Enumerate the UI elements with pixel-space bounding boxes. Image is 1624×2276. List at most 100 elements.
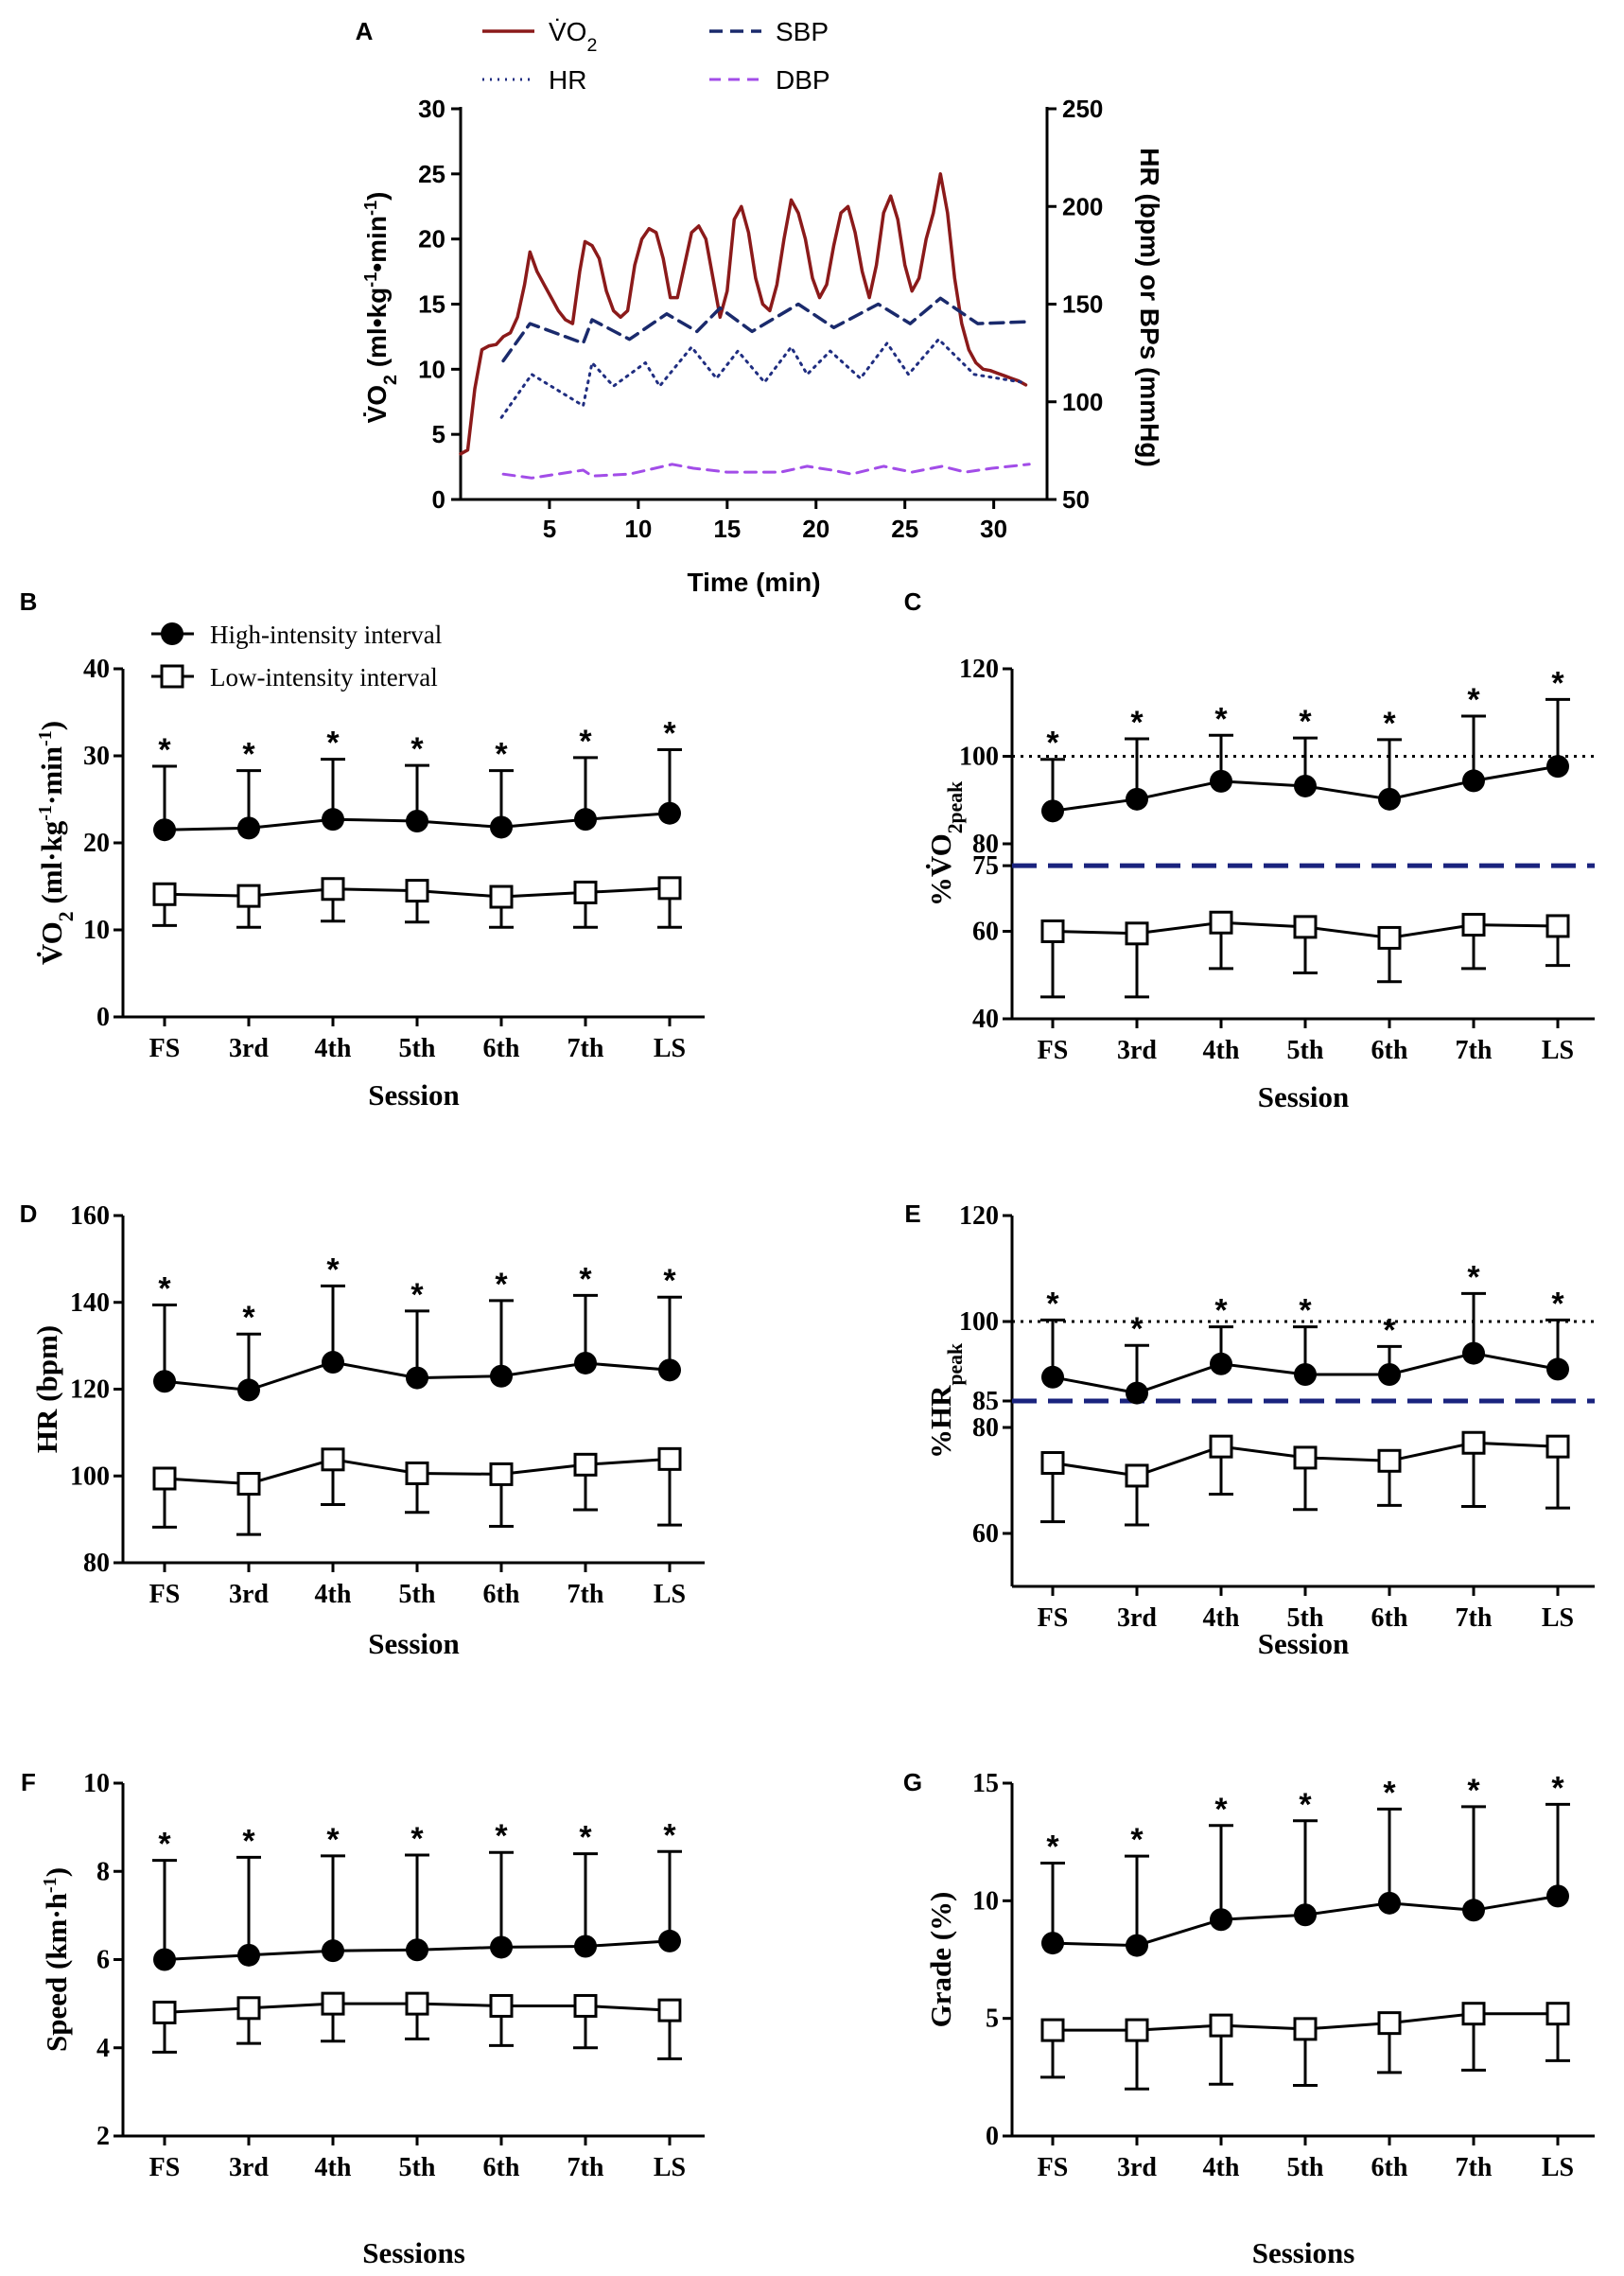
x-tick-label-d: 7th bbox=[568, 1580, 604, 1609]
legend-label: DBP bbox=[776, 65, 830, 95]
y-tick-label-g: 10 bbox=[972, 1886, 999, 1916]
low-point-g bbox=[1209, 2013, 1233, 2038]
legend-low-marker bbox=[160, 664, 184, 689]
y-tick-label: 10 bbox=[418, 355, 445, 383]
low-point-g bbox=[1125, 2018, 1149, 2042]
low-point-f bbox=[573, 1993, 598, 2018]
y-tick-label-c: 40 bbox=[972, 1005, 999, 1034]
significance-star: * bbox=[579, 1261, 592, 1297]
y-axis-label-b-part: 2 bbox=[55, 911, 78, 921]
x-tick-label-c: 4th bbox=[1203, 1036, 1240, 1065]
y-axis-label-d-part: HR (bpm) bbox=[30, 1325, 63, 1453]
y-tick-label-c: 80 bbox=[972, 830, 999, 859]
x-tick-label-d: 4th bbox=[315, 1580, 352, 1609]
significance-star: * bbox=[242, 737, 255, 773]
x-tick-label-g: FS bbox=[1038, 2153, 1069, 2182]
x-tick-label-b: LS bbox=[654, 1034, 686, 1063]
y-tick-label-d: 140 bbox=[70, 1288, 110, 1318]
y-axis-label-f-part: Speed (km·h bbox=[40, 1893, 73, 2052]
x-tick-label-g: 6th bbox=[1371, 2153, 1408, 2182]
legend-label: V̇O2 bbox=[549, 17, 597, 56]
y-tick-label-f: 6 bbox=[96, 1946, 110, 1975]
y-tick-label-f: 2 bbox=[96, 2122, 110, 2151]
legend-label-part: 2 bbox=[586, 35, 597, 56]
panel-label-c: C bbox=[904, 587, 922, 616]
x-tick-label-d: 3rd bbox=[229, 1580, 269, 1609]
low-point-g bbox=[1377, 2011, 1402, 2036]
low-point-e bbox=[1293, 1445, 1318, 1470]
x-tick-label: 5 bbox=[543, 515, 556, 543]
y-axis-label: V̇O2 (ml•kg-1•min-1) bbox=[361, 192, 401, 424]
series-DBP-line bbox=[501, 463, 1031, 480]
series-HR-line bbox=[499, 338, 1024, 419]
y-axis-label-part: 2 bbox=[380, 375, 401, 385]
y-right-tick-label: 150 bbox=[1062, 290, 1103, 319]
x-tick-label-f: 3rd bbox=[229, 2153, 269, 2182]
y-axis-label-d: HR (bpm) bbox=[30, 1325, 63, 1453]
y-tick-label-d: 100 bbox=[70, 1462, 110, 1491]
x-axis-label-b: Session bbox=[368, 1078, 459, 1112]
y-axis-label-b-part: ) bbox=[35, 721, 68, 730]
panel-label-g: G bbox=[903, 1768, 922, 1796]
x-axis-label-c: Session bbox=[1258, 1080, 1349, 1113]
x-tick-label-c: 7th bbox=[1456, 1036, 1493, 1065]
significance-star: * bbox=[1467, 1773, 1480, 1809]
significance-star: * bbox=[1046, 1830, 1059, 1865]
low-point-g bbox=[1293, 2017, 1318, 2041]
y-axis-label-part: ) bbox=[362, 192, 392, 201]
high-point-b bbox=[658, 801, 681, 825]
panel-label-b: B bbox=[20, 587, 38, 616]
y-axis-label-b-part: -1 bbox=[35, 805, 56, 821]
y-tick-label-b: 30 bbox=[83, 742, 110, 771]
x-tick-label: 25 bbox=[891, 515, 918, 543]
significance-star: * bbox=[663, 1817, 676, 1853]
y-axis-label-b-part: ·min bbox=[35, 746, 68, 805]
significance-star: * bbox=[242, 1300, 255, 1336]
low-point-b bbox=[236, 884, 261, 908]
low-point-f bbox=[657, 1998, 682, 2022]
y-tick-label-e: 100 bbox=[959, 1307, 999, 1337]
y-tick-label-f: 4 bbox=[96, 2034, 110, 2063]
panel-label-e: E bbox=[904, 1199, 920, 1228]
low-point-c bbox=[1040, 919, 1065, 943]
legend-label-high: High-intensity interval bbox=[210, 621, 442, 649]
low-point-f bbox=[489, 1993, 514, 2018]
significance-star: * bbox=[1467, 682, 1480, 718]
significance-star: * bbox=[663, 1263, 676, 1299]
significance-star: * bbox=[579, 724, 592, 760]
significance-star: * bbox=[242, 1823, 255, 1859]
series-SBP-line bbox=[501, 296, 1031, 363]
legend-label-part: SBP bbox=[776, 17, 829, 46]
y-axis-label-part: -1 bbox=[361, 272, 380, 288]
low-point-e bbox=[1040, 1451, 1065, 1476]
y-tick-label-b: 40 bbox=[83, 655, 110, 684]
x-tick-label-e: FS bbox=[1038, 1603, 1069, 1633]
x-tick-label-e: LS bbox=[1542, 1603, 1574, 1633]
y-tick-label: 5 bbox=[432, 420, 445, 448]
low-point-b bbox=[489, 884, 514, 909]
significance-star: * bbox=[410, 1821, 424, 1857]
low-point-d bbox=[405, 1461, 429, 1485]
high-point-c bbox=[1041, 799, 1064, 823]
low-point-b bbox=[321, 877, 345, 902]
low-point-d bbox=[236, 1472, 261, 1497]
significance-star: * bbox=[1299, 1293, 1312, 1329]
significance-star: * bbox=[1383, 1775, 1396, 1811]
low-point-d bbox=[657, 1446, 682, 1471]
high-point-e bbox=[1462, 1341, 1485, 1365]
x-tick-label-b: 7th bbox=[568, 1034, 604, 1063]
low-point-c bbox=[1209, 910, 1233, 935]
y-axis-label-b: V̇O2 (ml·kg-1·min-1) bbox=[35, 721, 78, 965]
significance-star: * bbox=[1467, 1259, 1480, 1295]
significance-star: * bbox=[326, 726, 340, 762]
x-tick-label-b: 5th bbox=[399, 1034, 436, 1063]
y-tick-label-f: 10 bbox=[83, 1769, 110, 1798]
high-point-f bbox=[322, 1939, 344, 1963]
y-axis-label-b-part: -1 bbox=[35, 730, 56, 746]
high-point-d bbox=[237, 1378, 260, 1402]
y-tick-label-g: 15 bbox=[972, 1769, 999, 1798]
high-point-g bbox=[1210, 1908, 1232, 1932]
legend-label: SBP bbox=[776, 17, 829, 46]
significance-star: * bbox=[158, 732, 171, 768]
y-axis-label-e: %HRpeak bbox=[924, 1342, 967, 1459]
